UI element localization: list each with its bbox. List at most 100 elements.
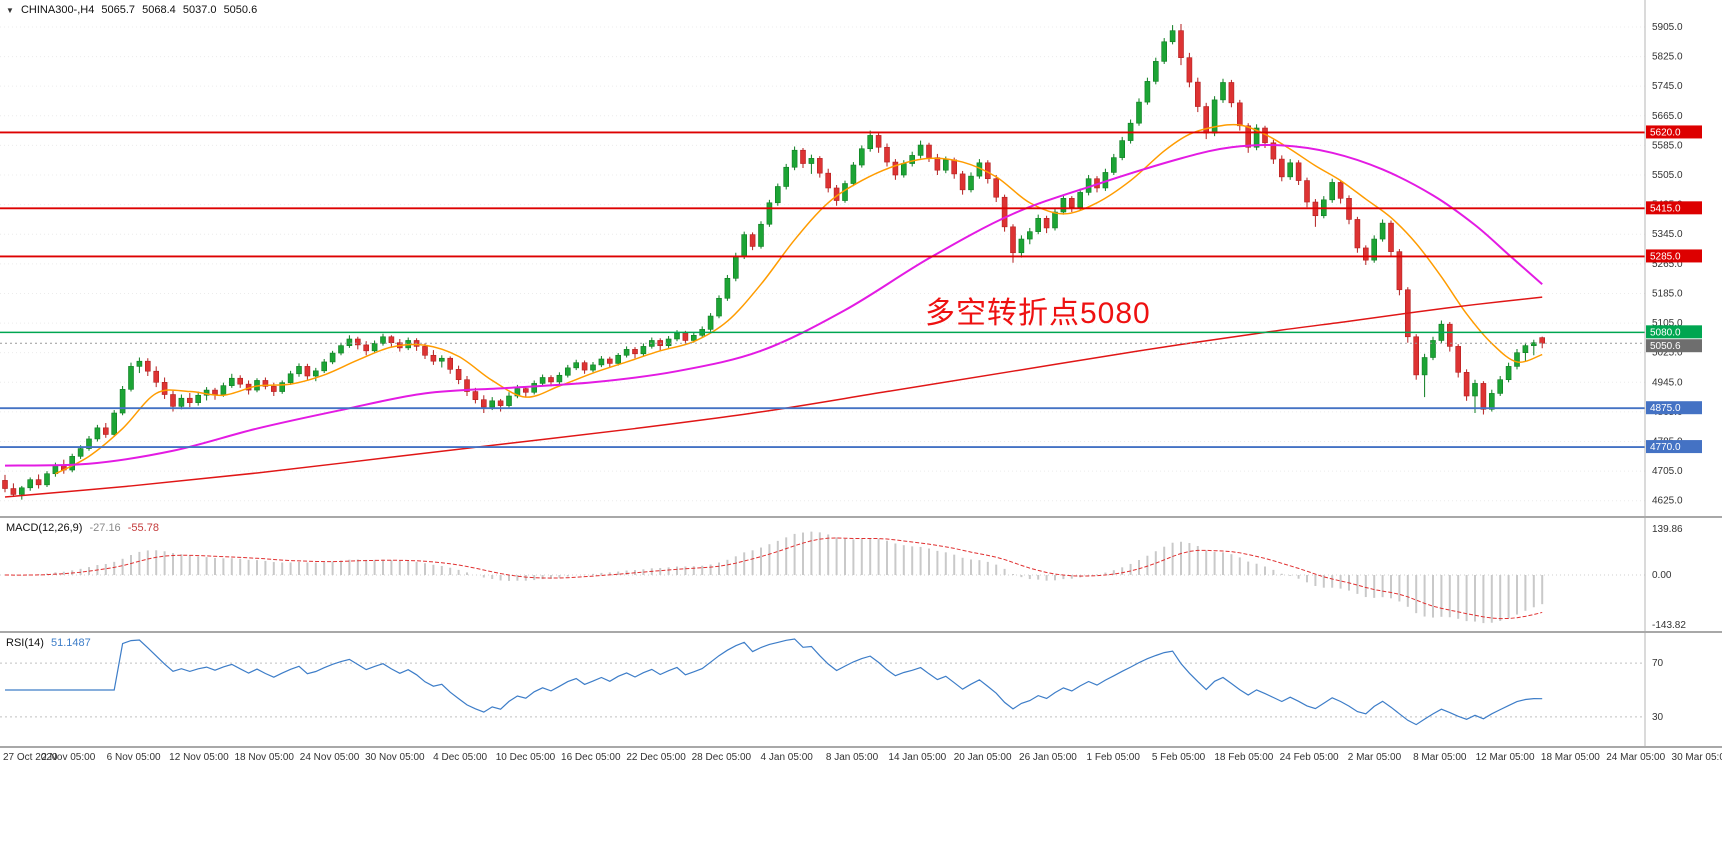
time-axis-label: 18 Feb 05:00	[1214, 752, 1274, 763]
candle-body	[220, 385, 227, 395]
candle-body	[27, 479, 34, 489]
candle-body	[497, 400, 504, 406]
time-axis-label: 24 Mar 05:00	[1606, 752, 1666, 763]
candle-body	[749, 234, 756, 247]
time-axis-label: 24 Feb 05:00	[1279, 752, 1339, 763]
main-chart-panel[interactable]: 5905.05825.05745.05665.05585.05505.05425…	[0, 0, 1722, 518]
price-tag: 5080.0	[1646, 325, 1702, 339]
svg-text:5285.0: 5285.0	[1650, 251, 1681, 262]
candle-body	[1270, 142, 1277, 160]
time-axis-label: 18 Mar 05:00	[1540, 752, 1600, 763]
candle-body	[1211, 99, 1218, 134]
candle-body	[1119, 140, 1125, 158]
candle-body	[69, 456, 75, 471]
main-chart-canvas[interactable]: 5905.05825.05745.05665.05585.05505.05425…	[0, 0, 1722, 516]
macd-indicator-panel[interactable]: 139.86 0.00 -143.82 MACD(12,26,9) -27.16 -…	[0, 518, 1722, 633]
candle-body	[606, 358, 613, 364]
candle-body	[615, 354, 622, 364]
candle-body	[354, 338, 361, 346]
svg-text:5345.0: 5345.0	[1652, 229, 1683, 240]
candle-body	[161, 381, 168, 395]
candle-body	[237, 377, 243, 385]
candle-body	[900, 163, 907, 176]
svg-text:5050.6: 5050.6	[1650, 341, 1681, 352]
candle-body	[548, 377, 554, 383]
candle-body	[103, 427, 109, 435]
candle-body	[917, 144, 924, 156]
candle-body	[682, 332, 689, 341]
candle-body	[556, 374, 563, 383]
candle-body	[464, 379, 470, 392]
candles	[2, 23, 1545, 500]
candle-body	[1018, 238, 1025, 254]
time-axis[interactable]: 27 Oct 2020 2 Nov 05:00 6 Nov 05:00 12 Nov …	[0, 748, 1722, 768]
candle-body	[1363, 247, 1369, 261]
time-axis-label: 12 Nov 05:00	[169, 752, 229, 763]
candle-body	[1069, 198, 1075, 208]
candle-body	[94, 427, 101, 440]
time-axis-label: 27 Oct 2020	[3, 752, 58, 763]
candle-body	[312, 370, 319, 377]
candle-body	[1186, 57, 1193, 83]
candle-body	[942, 159, 949, 171]
candle-body	[665, 338, 672, 346]
svg-text:4875.0: 4875.0	[1650, 403, 1681, 414]
rsi-scale[interactable]: 70 30	[1652, 658, 1664, 723]
candle-body	[1060, 198, 1067, 213]
svg-text:5415.0: 5415.0	[1650, 203, 1681, 214]
candle-body	[430, 354, 437, 362]
candle-body	[422, 346, 428, 356]
candle-body	[623, 349, 630, 356]
time-axis-label: 20 Jan 05:00	[953, 752, 1012, 763]
time-axis-label: 1 Feb 05:00	[1086, 752, 1140, 763]
candle-body	[1295, 162, 1302, 181]
candle-body	[909, 155, 916, 164]
candle-body	[1379, 222, 1386, 240]
candle-body	[1237, 102, 1243, 127]
candle-body	[212, 389, 218, 395]
ma-mid-line	[4, 143, 1543, 467]
candle-body	[187, 397, 193, 403]
price-tag: 5050.6	[1646, 339, 1702, 353]
candle-body	[808, 158, 815, 164]
candle-body	[1421, 357, 1428, 376]
symbol-dropdown-icon[interactable]: ▼	[6, 6, 14, 15]
candle-body	[850, 164, 857, 184]
candle-body	[1136, 101, 1142, 124]
time-axis-label: 30 Nov 05:00	[365, 752, 425, 763]
time-axis-label: 18 Nov 05:00	[234, 752, 294, 763]
candle-body	[438, 357, 445, 362]
svg-text:5905.0: 5905.0	[1652, 22, 1683, 33]
candle-body	[77, 448, 84, 457]
candle-body	[1077, 192, 1083, 208]
time-axis-label: 5 Feb 05:00	[1151, 752, 1206, 763]
candle-body	[1287, 162, 1293, 178]
candle-body	[1111, 157, 1117, 173]
rsi-indicator-panel[interactable]: 70 30 RSI(14) 51.1487	[0, 633, 1722, 748]
price-tag: 4770.0	[1646, 440, 1702, 454]
candle-body	[2, 480, 8, 489]
candle-body	[346, 338, 353, 346]
time-axis-label: 26 Jan 05:00	[1019, 752, 1077, 763]
candle-body	[1480, 383, 1487, 410]
candle-body	[229, 377, 235, 386]
candle-body	[1388, 222, 1394, 252]
macd-histogram	[12, 531, 1544, 624]
candle-body	[380, 336, 386, 344]
svg-text:-143.82: -143.82	[1652, 620, 1686, 631]
chart-annotation-text[interactable]: 多空转折点5080	[925, 297, 1151, 330]
candle-body	[1531, 342, 1537, 346]
candle-body	[716, 297, 722, 317]
svg-text:5825.0: 5825.0	[1652, 52, 1683, 63]
candle-body	[1169, 30, 1176, 43]
time-axis-label: 10 Dec 05:00	[495, 752, 556, 763]
candle-body	[1052, 211, 1058, 229]
svg-text:4770.0: 4770.0	[1650, 442, 1681, 453]
candle-body	[590, 364, 596, 371]
macd-canvas[interactable]: 139.86 0.00 -143.82	[0, 518, 1722, 631]
candle-body	[581, 362, 588, 371]
candle-body	[1043, 218, 1050, 229]
candle-body	[447, 357, 454, 370]
macd-scale[interactable]: 139.86 0.00 -143.82	[1652, 524, 1686, 631]
rsi-canvas[interactable]: 70 30	[0, 633, 1722, 746]
